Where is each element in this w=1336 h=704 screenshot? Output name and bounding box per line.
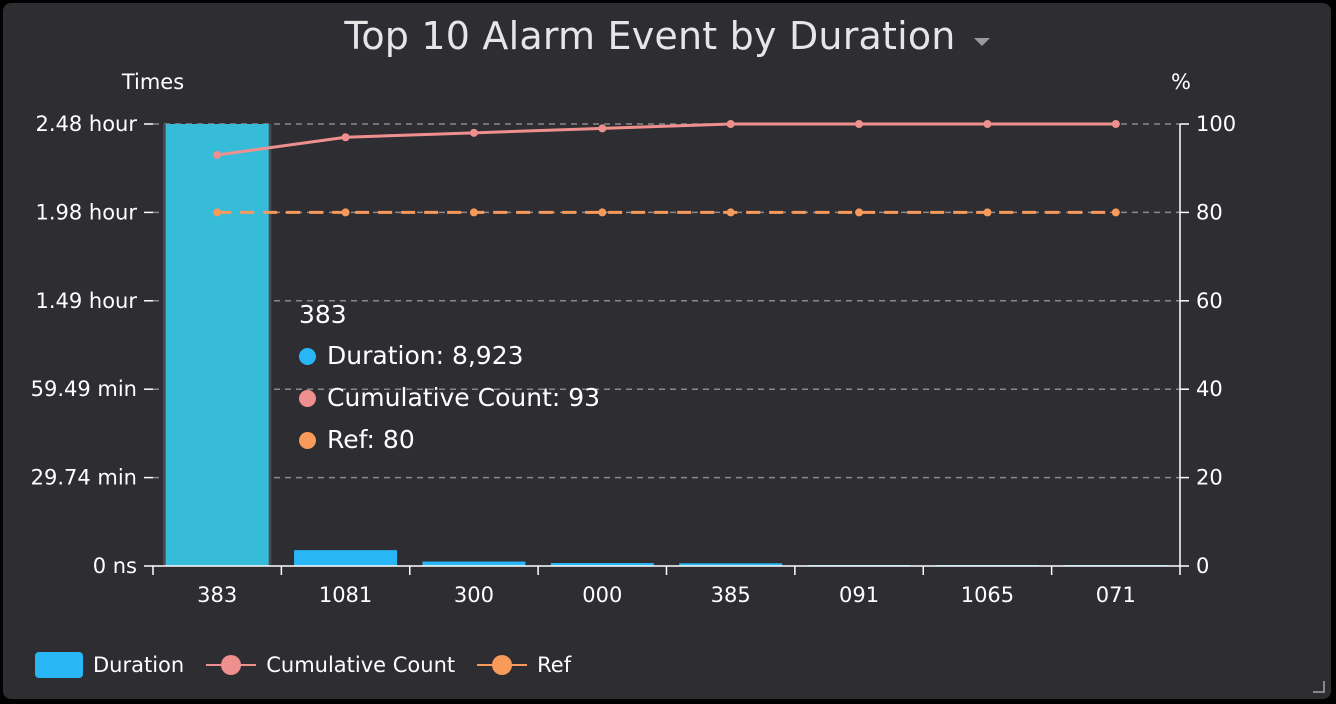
legend-item-cumulative[interactable]: Cumulative Count [206,652,455,678]
bar-swatch-icon [35,652,83,678]
y-left-axis-title: Times [121,70,184,94]
x-tick-label: 385 [711,583,751,607]
ref-point[interactable] [983,208,992,217]
y-right-tick-label: 60 [1196,289,1223,313]
tooltip-row-cumulative: Cumulative Count: 93 [299,377,600,419]
legend: Duration Cumulative Count Ref [35,647,593,683]
bar-1081[interactable] [294,550,398,566]
cumulative-point[interactable] [1111,120,1120,128]
line-dot-swatch-icon [477,655,528,675]
cumulative-dot-icon [299,389,316,407]
ref-point[interactable] [469,208,478,217]
cumulative-point[interactable] [855,120,864,128]
legend-item-ref[interactable]: Ref [477,652,571,678]
x-tick-label: 091 [839,583,879,607]
ref-dot-icon [299,431,316,449]
legend-label-ref: Ref [537,653,572,677]
ref-point[interactable] [1111,208,1120,217]
y-right-axis-title: % [1171,70,1191,94]
tooltip-row-duration: Duration: 8,923 [299,335,600,377]
resize-handle-icon[interactable] [1313,681,1325,693]
tooltip-duration: Duration: 8,923 [327,341,524,370]
bar-300[interactable] [422,561,526,566]
duration-dot-icon [299,347,316,365]
cumulative-line [216,122,1116,157]
chart-panel: Top 10 Alarm Event by Duration 383 1081 30… [3,3,1331,699]
bar-000[interactable] [550,563,654,566]
cumulative-point[interactable] [598,124,607,133]
y-left-tick-label: 1.49 hour [35,289,137,313]
y-left-tick-label: 1.98 hour [35,200,137,224]
x-tick-label: 300 [454,583,494,607]
bar-383[interactable] [165,124,269,566]
bar-385[interactable] [679,563,783,566]
x-tick-label: 071 [1096,583,1136,607]
ref-point[interactable] [855,208,864,217]
tooltip-ref: Ref: 80 [327,425,415,454]
cumulative-point[interactable] [469,128,478,137]
cumulative-point[interactable] [983,120,992,128]
x-tick-label: 383 [197,583,237,607]
x-tick-label: 1081 [319,583,372,607]
ref-point[interactable] [598,208,607,217]
tooltip-row-ref: Ref: 80 [299,419,600,461]
y-right-tick-label: 20 [1196,466,1223,490]
y-right-tick-label: 0 [1196,554,1209,578]
legend-label-cumulative: Cumulative Count [266,653,456,677]
line-dot-swatch-icon [206,655,257,675]
x-tick-label: 000 [582,583,622,607]
tooltip: 383 Duration: 8,923 Cumulative Count: 93… [299,295,600,461]
ref-point[interactable] [341,208,350,217]
chevron-down-icon[interactable] [973,37,990,46]
ref-point[interactable] [726,208,735,217]
y-right-tick-label: 40 [1196,377,1223,401]
legend-item-duration[interactable]: Duration [35,652,184,678]
pareto-chart: 383 1081 300 000 385 091 1065 071 0 ns 29.74 min 5… [31,70,1237,607]
y-left-tick-label: 0 ns [93,554,137,578]
y-left-tick-label: 59.49 min [31,377,137,401]
cumulative-point[interactable] [213,150,222,159]
chart-title: Top 10 Alarm Event by Duration [344,14,956,58]
x-tick-label: 1065 [961,583,1014,607]
y-left-tick-label: 29.74 min [31,466,137,490]
tooltip-title: 383 [299,300,347,329]
y-left-tick-label: 2.48 hour [35,112,137,136]
tooltip-cumulative: Cumulative Count: 93 [327,383,601,412]
legend-label-duration: Duration [93,653,185,677]
cumulative-point[interactable] [341,133,350,142]
cumulative-point[interactable] [726,120,735,128]
ref-point[interactable] [213,208,222,217]
y-right-tick-label: 100 [1196,112,1236,136]
y-right-tick-label: 80 [1196,200,1223,224]
title-row: Top 10 Alarm Event by Duration [3,11,1331,61]
